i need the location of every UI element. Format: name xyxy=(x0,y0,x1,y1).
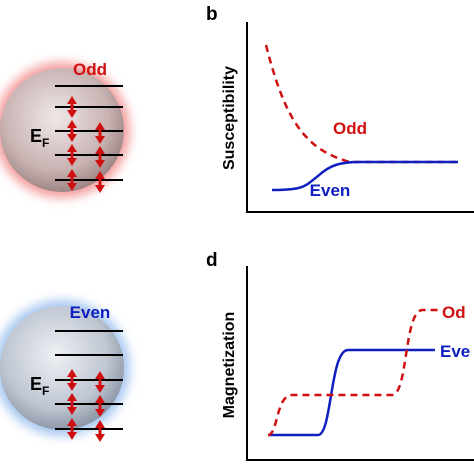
even-label: Eve xyxy=(440,342,470,361)
panel-letter: b xyxy=(206,4,218,25)
sphere-even: Even EF xyxy=(0,300,130,442)
even-curve xyxy=(268,348,435,437)
odd-label: Od xyxy=(442,303,466,322)
y-axis-label: Susceptibility xyxy=(221,66,238,170)
panel-b: b Susceptibility Odd Even xyxy=(206,4,474,213)
fermi-label: EF xyxy=(30,374,49,398)
panel-d: d Magnetization Od Eve xyxy=(206,250,474,461)
odd-curve xyxy=(264,44,458,164)
fermi-sub: F xyxy=(42,384,49,398)
even-label: Even xyxy=(310,181,351,200)
panel-letter: d xyxy=(206,250,218,271)
fermi-sub: F xyxy=(42,136,49,150)
fermi-label: EF xyxy=(30,126,49,150)
odd-curve xyxy=(267,308,440,437)
odd-label: Odd xyxy=(333,119,367,138)
y-axis-label: Magnetization xyxy=(221,312,238,419)
axes xyxy=(246,22,474,213)
fermi-main: E xyxy=(30,126,42,146)
fermi-main: E xyxy=(30,374,42,394)
even-label: Even xyxy=(70,303,111,322)
odd-label: Odd xyxy=(73,60,107,79)
even-curve xyxy=(271,160,458,192)
axes xyxy=(246,266,474,461)
sphere-odd: Odd EF xyxy=(0,60,130,198)
